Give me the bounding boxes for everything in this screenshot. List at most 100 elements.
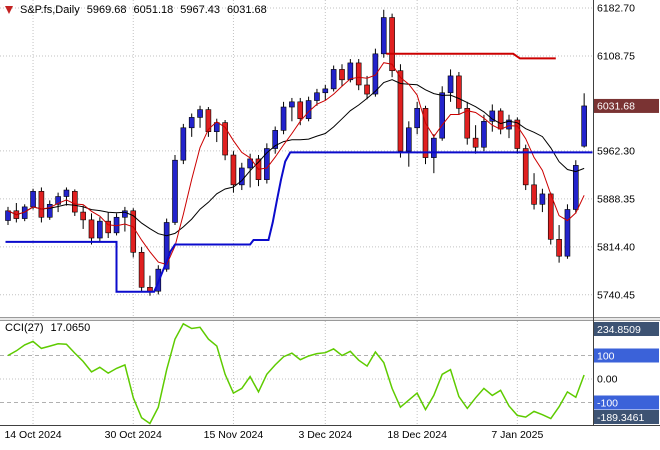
date-axis-label: 18 Dec 2024 xyxy=(387,429,447,441)
candle-bear xyxy=(222,122,228,156)
chart-header: S&P.fs,Daily 5969.68 6051.18 5967.43 603… xyxy=(5,4,267,16)
pane-splitter[interactable] xyxy=(0,317,660,321)
candle-bear xyxy=(355,62,362,86)
candle-bear xyxy=(464,108,471,139)
date-axis-label: 15 Nov 2024 xyxy=(204,429,264,441)
candle-bear xyxy=(472,137,479,148)
candle-bear xyxy=(72,191,78,213)
candle-bull xyxy=(272,130,279,149)
candle-bull xyxy=(447,75,454,94)
current-price-tag: 6031.68 xyxy=(597,101,635,113)
date-axis-label: 3 Dec 2024 xyxy=(298,429,352,441)
candle-bear xyxy=(38,191,45,218)
candle-bull xyxy=(172,159,178,223)
candle-bull xyxy=(213,122,220,132)
candle-bear xyxy=(531,184,537,205)
candle-bear xyxy=(497,110,504,130)
candle-bull xyxy=(539,193,546,205)
candle-bear xyxy=(80,211,86,221)
candle-bear xyxy=(364,84,370,95)
candle-bear xyxy=(389,17,395,72)
candle-bull xyxy=(289,101,295,108)
candle-bear xyxy=(297,101,304,119)
candle-bear xyxy=(456,75,462,109)
candle-bull xyxy=(581,105,587,147)
candle-bull xyxy=(188,117,195,129)
candle-bear xyxy=(205,109,212,132)
candle-bull xyxy=(122,210,128,218)
ma-fast-line xyxy=(7,62,585,266)
price-axis-label: 6182.70 xyxy=(597,3,635,15)
candle-bull xyxy=(347,62,354,81)
support-step-line xyxy=(5,151,593,293)
candle-bull xyxy=(197,109,203,118)
candle-bull xyxy=(55,196,61,205)
candle-bull xyxy=(405,127,412,152)
price-axis-label: 6108.75 xyxy=(597,50,635,62)
candle-bear xyxy=(514,119,521,149)
cci-min-tag-bg xyxy=(594,410,659,424)
cci-max-tag: 234.8509 xyxy=(597,324,641,336)
candle-bear xyxy=(556,239,562,257)
open-value: 5969.68 xyxy=(86,4,127,16)
candle-bull xyxy=(180,127,187,161)
symbol-period-label: S&P.fs,Daily xyxy=(20,4,80,16)
cci-upper-level-tag: 100 xyxy=(597,350,615,362)
candle-bull xyxy=(372,53,379,95)
candle-bull xyxy=(46,204,53,218)
date-axis-label: 7 Jan 2025 xyxy=(491,429,543,441)
cci-line xyxy=(7,322,585,425)
candle-bear xyxy=(138,251,145,288)
chart-icon xyxy=(5,6,13,14)
date-axis-label: 14 Oct 2024 xyxy=(4,429,61,441)
candle-bull xyxy=(439,92,446,139)
candle-bear xyxy=(105,220,111,234)
candle-bull xyxy=(489,110,496,122)
candle-bull xyxy=(163,222,170,270)
price-axis-label: 5740.45 xyxy=(597,289,635,301)
cci-lower-level-tag-bg xyxy=(594,395,659,410)
resistance-line xyxy=(386,52,556,60)
candle-bull xyxy=(330,69,337,90)
close-value: 6031.68 xyxy=(227,4,267,16)
candle-bear xyxy=(422,108,429,158)
candle-bull xyxy=(280,106,287,131)
low-value: 5967.43 xyxy=(180,4,221,16)
ma-slow-line xyxy=(7,79,585,237)
cci-zero-label: 0.00 xyxy=(597,374,618,386)
candle-bear xyxy=(339,69,345,81)
candle-bull xyxy=(247,158,253,169)
candle-bear xyxy=(397,70,404,152)
candle-bull xyxy=(97,220,103,239)
candle-bull xyxy=(63,189,70,197)
candle-bear xyxy=(88,219,95,239)
candle-bear xyxy=(547,193,554,240)
candle-bull xyxy=(414,108,420,129)
cci-upper-level-tag-bg xyxy=(594,348,659,363)
current-price-tag-bg xyxy=(594,98,659,113)
price-axis-label: 5814.40 xyxy=(597,241,635,253)
cci-lower-level-tag: -100 xyxy=(597,397,618,409)
candle-bull xyxy=(572,165,579,210)
candle-bull xyxy=(380,17,387,55)
candle-bull xyxy=(506,119,512,130)
candle-bull xyxy=(322,88,329,94)
candle-bear xyxy=(522,148,529,186)
candle-bull xyxy=(481,120,487,148)
candle-bear xyxy=(147,287,153,292)
candle-bull xyxy=(431,137,437,158)
cci-max-tag-bg xyxy=(594,322,659,336)
candle-bull xyxy=(314,92,320,101)
cci-min-tag: -189.3461 xyxy=(597,412,644,424)
indicator-name: CCI(27) xyxy=(5,322,44,334)
candle-bull xyxy=(5,210,11,221)
candle-bear xyxy=(230,154,237,186)
date-axis-label: 30 Oct 2024 xyxy=(105,429,162,441)
indicator-header: CCI(27) 17.0650 xyxy=(5,322,90,334)
candle-bull xyxy=(30,191,36,208)
candle-bull xyxy=(239,167,245,186)
indicator-value: 17.0650 xyxy=(50,322,91,334)
price-axis-label: 5962.30 xyxy=(597,145,635,157)
